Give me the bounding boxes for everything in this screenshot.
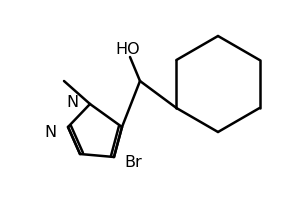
Text: Br: Br — [124, 155, 142, 170]
Text: N: N — [44, 125, 56, 140]
Text: N: N — [66, 95, 78, 110]
Text: HO: HO — [115, 42, 140, 57]
